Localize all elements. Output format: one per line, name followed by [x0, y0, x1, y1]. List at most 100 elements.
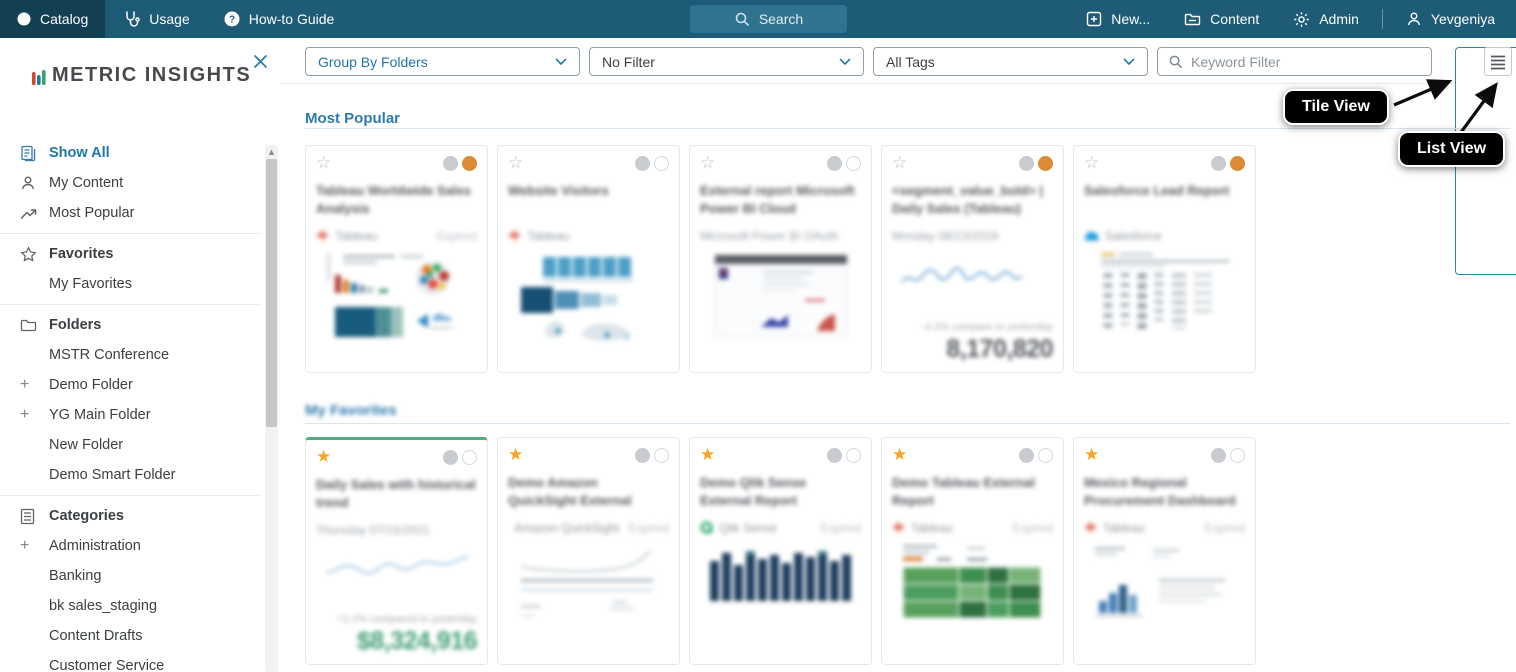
tile-subtitle: Monday 08/13/2018 [892, 228, 999, 243]
navbar-divider [1381, 9, 1383, 29]
sidebar-scrollbar[interactable]: ▲ [265, 145, 278, 672]
filter-value: No Filter [602, 53, 655, 70]
sidebar-item-label: New Folder [49, 437, 124, 453]
catalog-tile[interactable]: ★ Daily Sales with historical trend Thursd… [305, 437, 488, 665]
sidebar-item-label: bk sales_staging [49, 598, 158, 614]
filter-dropdown[interactable]: No Filter [589, 47, 864, 76]
favorite-star-icon[interactable]: ☆ [1084, 152, 1100, 173]
close-icon[interactable] [253, 54, 268, 69]
sidebar-item-label: Demo Folder [49, 377, 133, 393]
tile-thumbnail [690, 543, 871, 601]
favorite-star-icon[interactable]: ★ [700, 444, 716, 465]
sidebar-item-bk-sales-staging[interactable]: bk sales_staging [0, 591, 262, 621]
tile-kpi: -4.2% compare to yesterday 8,170,820 [922, 321, 1054, 364]
list-view-button[interactable] [1484, 47, 1512, 76]
catalog-tile[interactable]: ★ Mexico Regional Procurement Dashboard Ta… [1073, 437, 1256, 665]
tile-meta: Tableau Expired [316, 228, 477, 243]
logo-mark-icon [32, 67, 46, 85]
sidebar-item-customer-service[interactable]: Customer Service [0, 651, 262, 672]
keyword-filter-input[interactable] [1191, 53, 1421, 70]
sidebar-item-label: Demo Smart Folder [49, 467, 176, 483]
tile-meta: Thursday 07/15/2021 [316, 522, 477, 537]
sidebar-item-label: Customer Service [49, 658, 165, 672]
nav-item-user[interactable]: Yevgeniya [1389, 0, 1512, 38]
nav-label: Usage [149, 11, 190, 27]
expand-plus-icon[interactable]: + [20, 406, 30, 423]
favorite-star-icon[interactable]: ☆ [508, 152, 524, 173]
sidebar-item-demo-smart-folder[interactable]: Demo Smart Folder [0, 460, 262, 490]
sidebar-item-my-favorites[interactable]: My Favorites [0, 269, 262, 299]
sidebar-item-categories[interactable]: Categories [0, 501, 262, 531]
tile-status-icon [462, 449, 477, 465]
tile-title: Tableau Worldwide Sales Analysis [316, 183, 471, 216]
sidebar-divider [0, 495, 262, 496]
tile-header: ★ [498, 438, 679, 464]
favorite-star-icon[interactable]: ☆ [892, 152, 908, 173]
catalog-tile[interactable]: ☆ Website Visitors Tableau [497, 145, 680, 373]
favorite-star-icon[interactable]: ★ [316, 446, 332, 467]
sidebar-item-new-folder[interactable]: New Folder [0, 430, 262, 460]
content-folder-icon [1184, 12, 1201, 27]
catalog-tile[interactable]: ☆ External report Microsoft Power BI Clou… [689, 145, 872, 373]
sidebar-item-administration[interactable]: + Administration [0, 531, 262, 561]
logo-text: METRIC INSIGHTS [52, 64, 252, 86]
favorite-star-icon[interactable]: ☆ [316, 152, 332, 173]
tile-status-icon [1211, 155, 1226, 171]
nav-item-catalog[interactable]: Catalog [0, 0, 106, 38]
tile-header: ★ [690, 438, 871, 464]
tile-body: <segment_value_bold> | Daily Sales (Tabl… [882, 172, 1063, 372]
tile-thumbnail [882, 251, 1063, 299]
sidebar-item-label: My Favorites [49, 276, 132, 292]
global-search-button[interactable]: Search [690, 5, 847, 33]
tile-status-icon [462, 155, 477, 171]
expired-badge: Expired [1204, 520, 1245, 535]
expired-badge: Expired [1012, 520, 1053, 535]
nav-item-admin[interactable]: Admin [1276, 0, 1376, 38]
sidebar-item-yg-main-folder[interactable]: + YG Main Folder [0, 400, 262, 430]
nav-item-new[interactable]: New... [1069, 0, 1167, 38]
sidebar-item-content-drafts[interactable]: Content Drafts [0, 621, 262, 651]
sidebar-item-show-all[interactable]: Show All [0, 138, 262, 168]
catalog-tile[interactable]: ☆ Tableau Worldwide Sales Analysis Tableau… [305, 145, 488, 373]
tile-status-icon [1230, 447, 1245, 463]
nav-item-content[interactable]: Content [1167, 0, 1276, 38]
nav-label: Content [1210, 11, 1260, 27]
tile-thumbnail [306, 251, 487, 347]
navbar-right: New... Content Admin Yevgeniya [1069, 0, 1512, 38]
sidebar-item-most-popular[interactable]: Most Popular [0, 198, 262, 228]
favorite-star-icon[interactable]: ★ [892, 444, 908, 465]
tags-dropdown[interactable]: All Tags [873, 47, 1148, 76]
nav-label: Admin [1319, 11, 1359, 27]
catalog-tile[interactable]: ★ Demo Tableau External Report Tableau Expi… [881, 437, 1064, 665]
tile-title: Mexico Regional Procurement Dashboard [1084, 475, 1236, 508]
catalog-tile[interactable]: ★ Demo Amazon QuickSight External Report A… [497, 437, 680, 665]
scrollbar-up-icon[interactable]: ▲ [268, 148, 275, 156]
sidebar-item-my-content[interactable]: My Content [0, 168, 262, 198]
tags-value: All Tags [886, 53, 935, 70]
expired-badge: Expired [820, 520, 861, 535]
sidebar-item-folders[interactable]: Folders [0, 310, 262, 340]
catalog-tile[interactable]: ☆ <segment_value_bold> | Daily Sales (Tab… [881, 145, 1064, 373]
expand-plus-icon[interactable]: + [20, 376, 30, 393]
catalog-icon [17, 12, 31, 26]
tile-title: Demo Tableau External Report [892, 475, 1035, 508]
sidebar-item-favorites[interactable]: Favorites [0, 239, 262, 269]
sidebar-item-demo-folder[interactable]: + Demo Folder [0, 370, 262, 400]
my-favorites-tile-row: ★ Daily Sales with historical trend Thursd… [305, 437, 1256, 665]
sidebar-item-mstr-conference[interactable]: MSTR Conference [0, 340, 262, 370]
catalog-tile[interactable]: ★ Demo Qlik Sense External Report Qlik Sen… [689, 437, 872, 665]
scrollbar-thumb[interactable] [266, 159, 277, 427]
expand-plus-icon[interactable]: + [20, 537, 30, 554]
top-navbar: Catalog Usage ? How-to Guide Search New.… [0, 0, 1516, 38]
sidebar: METRIC INSIGHTS Show All My Content Most P… [0, 38, 280, 672]
favorite-star-icon[interactable]: ★ [508, 444, 524, 465]
favorite-star-icon[interactable]: ★ [1084, 444, 1100, 465]
nav-item-how-to-guide[interactable]: ? How-to Guide [207, 0, 352, 38]
nav-item-usage[interactable]: Usage [105, 0, 206, 38]
catalog-tile[interactable]: ☆ Salesforce Lead Report Salesforce [1073, 145, 1256, 373]
favorite-star-icon[interactable]: ☆ [700, 152, 716, 173]
group-by-dropdown[interactable]: Group By Folders [305, 47, 580, 76]
tile-status-icon [1038, 155, 1053, 171]
hamburger-icon [1490, 54, 1506, 70]
sidebar-item-banking[interactable]: Banking [0, 561, 262, 591]
